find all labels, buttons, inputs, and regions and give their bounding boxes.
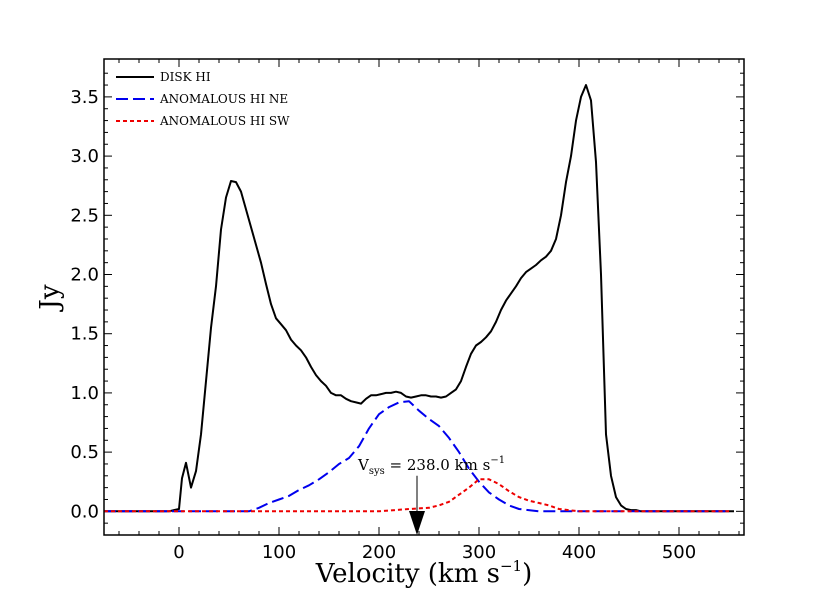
vsys-label-sub: sys	[369, 466, 385, 477]
data-series	[104, 84, 734, 513]
axis-ticks: 0 100 200 300 400 500 0.0 0.5 1.0 1.5 2.0 2.5 3.0 3.5	[70, 59, 744, 563]
vsys-annotation: Vsys = 238.0 km s−1	[357, 455, 505, 535]
legend-label-2: ANOMALOUS HI NE	[159, 92, 288, 106]
x-tick-label: 300	[462, 542, 496, 563]
plot-background	[104, 59, 744, 535]
y-tick-label: 3.0	[70, 146, 99, 167]
series-line-1	[104, 84, 734, 513]
y-axis-label: Jy	[35, 284, 65, 312]
x-tick-label: 0	[173, 542, 184, 563]
vsys-label: Vsys = 238.0 km s−1	[357, 455, 505, 477]
vsys-label-rest: = 238.0 km s	[385, 456, 491, 474]
vsys-label-sup: −1	[490, 455, 505, 466]
legend: DISK HI ANOMALOUS HI NE ANOMALOUS HI SW	[116, 70, 290, 128]
y-tick-label: 1.0	[70, 383, 99, 404]
x-axis-label-close: )	[522, 559, 532, 589]
y-tick-label: 1.5	[70, 324, 99, 345]
series-line-2	[104, 400, 729, 513]
x-tick-label: 100	[262, 542, 296, 563]
y-tick-label: 3.5	[70, 87, 99, 108]
vsys-arrow-head	[409, 511, 425, 535]
x-axis-label: Velocity (km s−1)	[315, 557, 532, 589]
x-axis-label-main: Velocity (km s	[315, 559, 500, 589]
x-tick-label: 500	[662, 542, 696, 563]
legend-label-3: ANOMALOUS HI SW	[159, 114, 290, 128]
x-axis-label-sup: −1	[500, 557, 522, 575]
series-line-3	[104, 478, 729, 513]
legend-label-1: DISK HI	[160, 70, 211, 84]
vsys-label-main: V	[357, 456, 370, 474]
plot-frame	[103, 58, 745, 536]
y-tick-label: 2.0	[70, 265, 99, 286]
y-tick-label: 0.0	[70, 501, 99, 522]
x-tick-label: 200	[362, 542, 396, 563]
y-tick-label: 2.5	[70, 205, 99, 226]
y-tick-label: 0.5	[70, 442, 99, 463]
x-tick-label: 400	[562, 542, 596, 563]
